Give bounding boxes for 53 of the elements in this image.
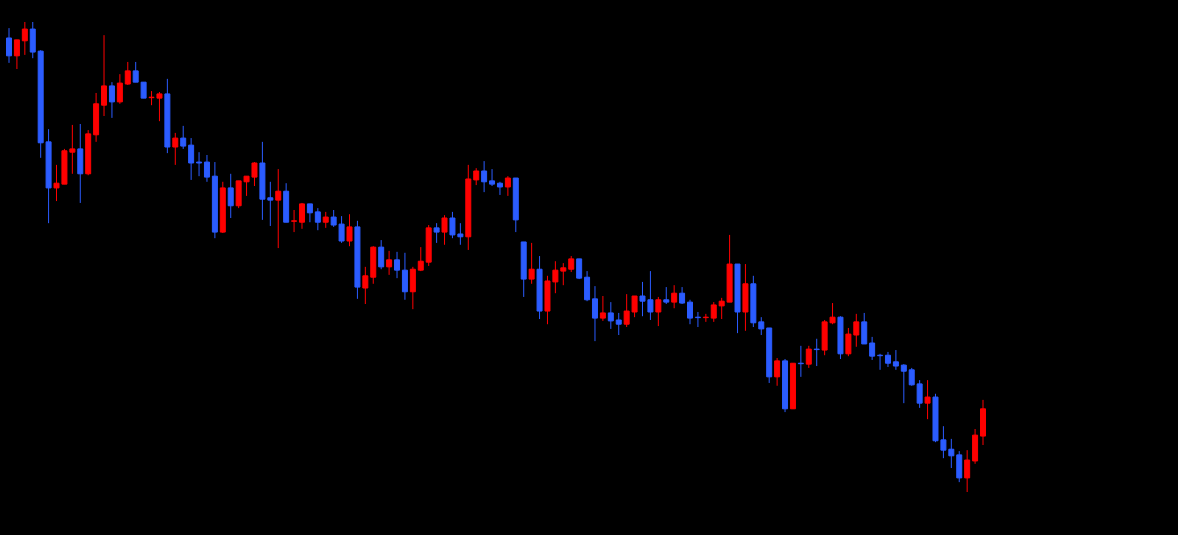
candlestick — [386, 250, 393, 276]
candlestick — [591, 285, 598, 342]
candlestick — [916, 379, 923, 409]
candlestick — [671, 284, 678, 309]
candlestick — [124, 61, 131, 86]
candlestick — [774, 357, 781, 387]
candlestick — [401, 252, 408, 301]
candlestick — [116, 73, 123, 105]
candlestick — [924, 379, 931, 420]
candlestick — [528, 242, 535, 285]
candlestick — [861, 312, 868, 345]
candlestick — [108, 81, 115, 119]
candlestick — [314, 207, 321, 231]
candlestick — [687, 299, 694, 325]
candlestick — [346, 213, 353, 247]
candlestick — [504, 175, 511, 197]
candlestick — [180, 125, 187, 150]
candlestick — [21, 21, 28, 56]
candlestick — [615, 312, 622, 336]
candlestick — [6, 27, 12, 64]
candlestick — [188, 137, 195, 181]
candlestick — [892, 349, 899, 371]
candlestick — [496, 181, 503, 196]
candlestick — [362, 266, 369, 305]
candlestick — [291, 209, 298, 233]
candlestick — [900, 363, 907, 404]
candlestick — [13, 39, 20, 70]
candlestick — [584, 270, 591, 302]
candlestick — [433, 222, 440, 244]
candlestick — [394, 251, 401, 279]
candlestick — [275, 168, 282, 249]
candlestick — [964, 449, 971, 493]
candlestick — [481, 160, 488, 193]
candlestick — [203, 154, 210, 183]
candlestick — [29, 21, 36, 59]
candlestick — [869, 336, 876, 361]
candlestick — [227, 173, 234, 219]
candlestick — [956, 450, 963, 483]
candlestick — [306, 203, 313, 223]
candlestick — [599, 295, 606, 322]
candlestick — [710, 301, 717, 323]
candlestick — [655, 296, 662, 327]
candlestick — [409, 266, 416, 310]
candlestick — [805, 345, 812, 369]
candlestick — [196, 151, 203, 177]
candlestick — [441, 214, 448, 246]
candlestick — [607, 301, 614, 330]
candlestick — [101, 34, 108, 117]
candlestick — [489, 168, 496, 187]
candlestick — [378, 239, 385, 270]
candlestick — [172, 132, 179, 166]
candlestick — [298, 202, 305, 230]
candlestick — [813, 338, 820, 367]
